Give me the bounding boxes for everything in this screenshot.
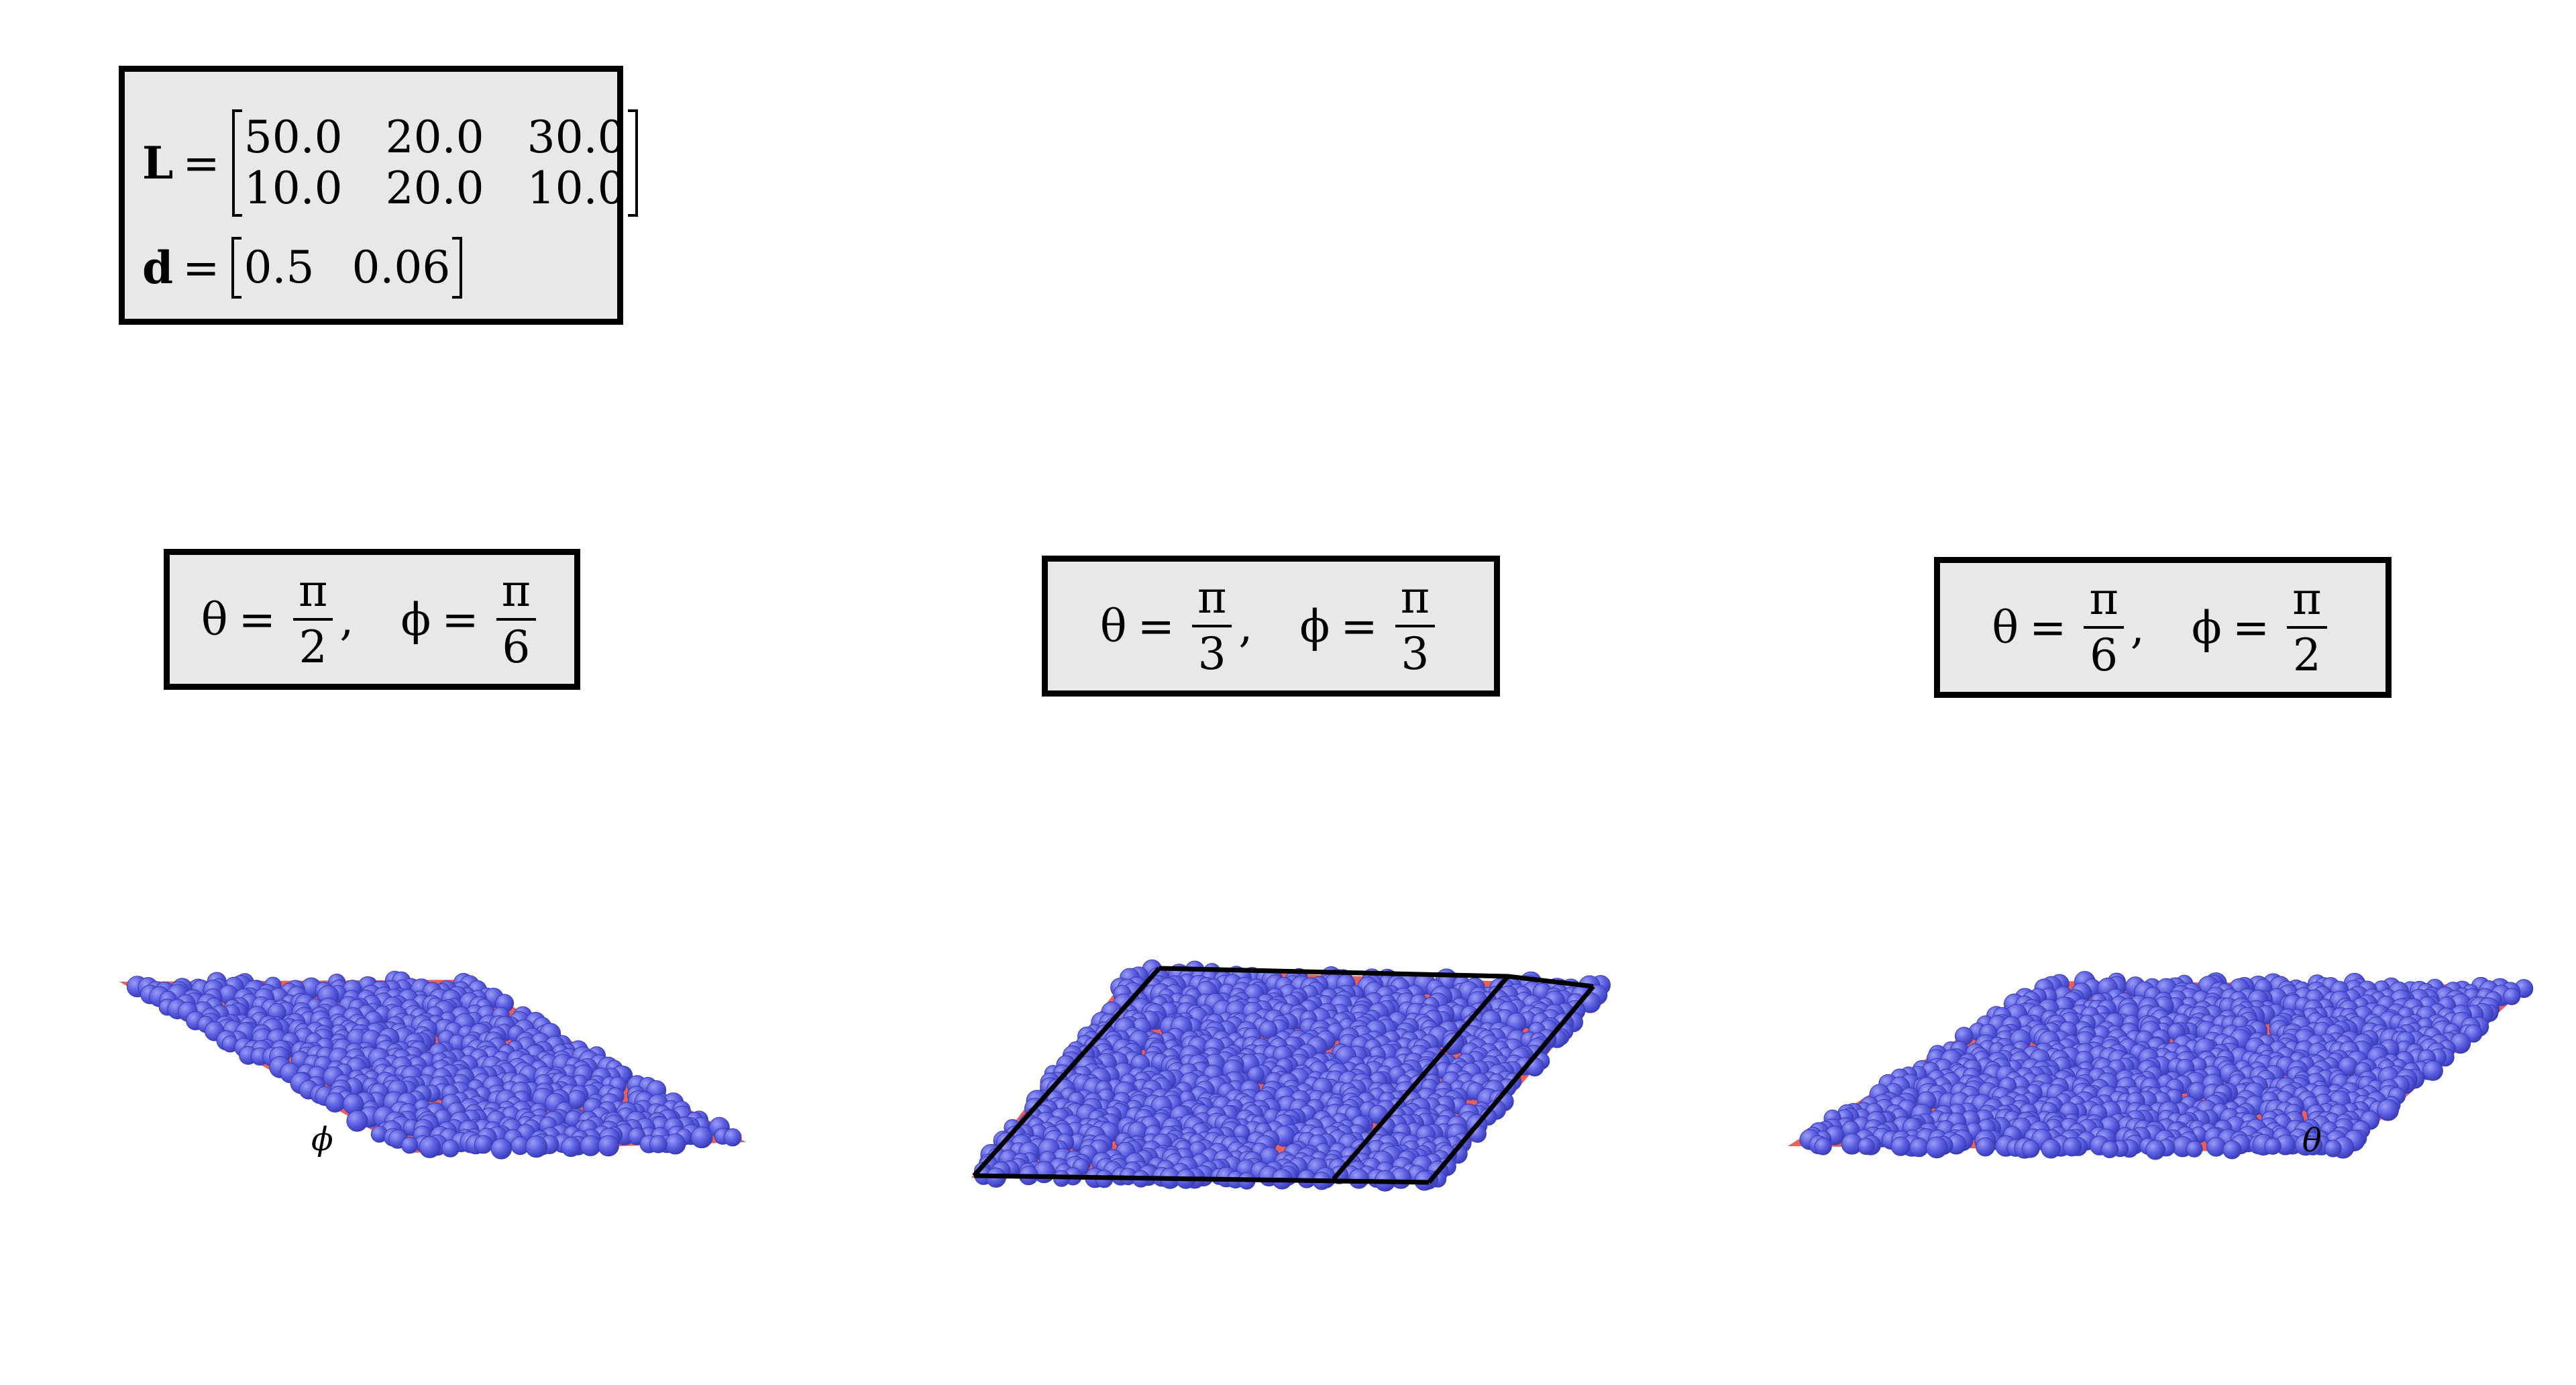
particle [525, 1135, 548, 1158]
theta-denominator: 3 [1197, 628, 1226, 680]
particle [2422, 1060, 2443, 1081]
particle [2377, 1098, 2399, 1121]
comma: , [339, 593, 354, 646]
particle [490, 1138, 512, 1160]
phi-numerator: π [2287, 572, 2327, 629]
L-cell: 50.0 [244, 111, 343, 163]
L-cell: 30.0 [527, 111, 626, 163]
particle [1909, 1137, 1929, 1158]
particle [561, 1137, 582, 1158]
equals-sign: = [1137, 600, 1175, 652]
L-cell: 20.0 [385, 111, 484, 163]
particle [665, 1133, 686, 1155]
angle-box-panel-2: θ = π 3 , ϕ = π 3 [1042, 556, 1500, 697]
phi-angle-marker: ϕ [311, 1121, 333, 1158]
particle [580, 1135, 601, 1157]
particle [2101, 1140, 2119, 1158]
d-cell: 0.5 [244, 242, 315, 293]
d-vector: 0.5 0.06 [231, 237, 463, 299]
particle [2503, 988, 2521, 1005]
particle [346, 1110, 368, 1132]
comma: , [1238, 600, 1253, 652]
theta-symbol: θ [1099, 600, 1127, 652]
L-matrix-row: 10.0 20.0 10.0 [244, 163, 626, 214]
particle [690, 1126, 713, 1149]
phi-denominator: 6 [502, 621, 531, 673]
phi-fraction: π 6 [496, 564, 537, 674]
equals-sign: = [1340, 600, 1378, 652]
d-symbol: d [142, 242, 174, 294]
equals-sign: = [2232, 601, 2270, 654]
theta-symbol: θ [201, 593, 228, 646]
theta-angle-marker: θ [2302, 1122, 2322, 1160]
L-cell: 20.0 [385, 162, 484, 214]
particle-slab-1 [119, 970, 746, 1160]
particle-slab-2 [971, 959, 1611, 1192]
particle [2324, 1139, 2342, 1158]
phi-denominator: 2 [2292, 629, 2321, 681]
particle [2303, 1135, 2323, 1156]
L-matrix-row: 50.0 20.0 30.0 [244, 112, 626, 163]
theta-numerator: π [1191, 571, 1232, 627]
particle [1858, 1137, 1875, 1156]
phi-fraction: π 3 [1395, 571, 1436, 681]
equals-sign: = [2029, 601, 2067, 654]
phi-symbol: ϕ [2191, 601, 2222, 654]
particle [2021, 1139, 2040, 1158]
simulation-box-frame [972, 966, 1595, 1185]
d-equals: = [182, 242, 220, 294]
L-cell: 10.0 [527, 162, 626, 214]
particle [1814, 1137, 1832, 1156]
particle [2186, 1140, 2203, 1158]
phi-denominator: 3 [1401, 628, 1430, 680]
theta-denominator: 2 [299, 621, 327, 673]
particle [2062, 1137, 2082, 1157]
L-equals: = [182, 137, 220, 189]
particle [2145, 1139, 2166, 1160]
parameter-box: L = 50.0 20.0 30.0 10.0 20.0 10.0 d = 0.… [119, 66, 638, 325]
theta-fraction: π 3 [1191, 571, 1232, 681]
particle [1890, 1136, 1911, 1156]
comma: , [2130, 601, 2145, 654]
theta-fraction: π 2 [292, 564, 333, 674]
L-symbol: L [142, 137, 174, 189]
particle [401, 1137, 419, 1154]
particle [1976, 1137, 1995, 1157]
phi-symbol: ϕ [1299, 600, 1330, 652]
theta-numerator: π [292, 564, 333, 621]
particle [441, 1139, 460, 1158]
particle [2222, 1140, 2242, 1160]
particle [325, 1092, 345, 1113]
d-vector-row: 0.5 0.06 [244, 242, 450, 293]
L-equation: L = 50.0 20.0 30.0 10.0 20.0 10.0 [142, 109, 638, 217]
theta-symbol: θ [1992, 601, 2019, 654]
particle [598, 1135, 619, 1157]
phi-symbol: ϕ [400, 593, 431, 646]
equals-sign: = [238, 593, 276, 646]
particle [2206, 1137, 2226, 1157]
particle [723, 1128, 742, 1147]
particle [2264, 1137, 2282, 1155]
phi-numerator: π [496, 564, 537, 621]
angle-box-panel-1: θ = π 2 , ϕ = π 6 [164, 549, 580, 690]
particle [1348, 1168, 1369, 1189]
angle-box-panel-3: θ = π 6 , ϕ = π 2 [1934, 557, 2392, 698]
particle [649, 1135, 667, 1153]
d-equation: d = 0.5 0.06 [142, 237, 463, 299]
equals-sign: = [441, 593, 479, 646]
L-cell: 10.0 [244, 162, 343, 214]
phi-fraction: π 2 [2287, 572, 2327, 682]
theta-numerator: π [2084, 572, 2124, 629]
particle [2041, 1139, 2061, 1159]
theta-denominator: 6 [2090, 629, 2118, 681]
particle [1925, 1136, 1948, 1159]
d-cell: 0.06 [352, 242, 451, 293]
particle [419, 1136, 441, 1158]
particle-slab-3 [1788, 971, 2534, 1160]
theta-fraction: π 6 [2084, 572, 2124, 682]
L-matrix: 50.0 20.0 30.0 10.0 20.0 10.0 [231, 109, 638, 217]
particle [474, 1135, 493, 1154]
phi-numerator: π [1395, 571, 1436, 627]
